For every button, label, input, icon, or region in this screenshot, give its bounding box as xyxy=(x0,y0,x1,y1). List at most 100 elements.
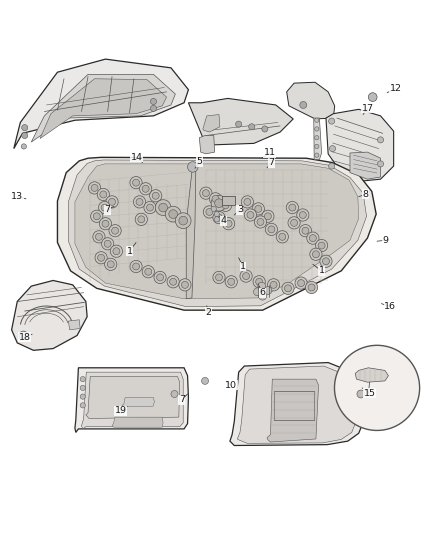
FancyBboxPatch shape xyxy=(223,196,235,205)
Polygon shape xyxy=(314,118,321,159)
Text: 13: 13 xyxy=(11,192,23,201)
Circle shape xyxy=(312,251,319,258)
Circle shape xyxy=(206,208,213,215)
Polygon shape xyxy=(31,75,175,142)
Text: 1: 1 xyxy=(240,262,246,271)
Circle shape xyxy=(368,93,377,101)
Polygon shape xyxy=(57,157,376,310)
Circle shape xyxy=(80,403,85,408)
Circle shape xyxy=(147,204,153,211)
Circle shape xyxy=(222,202,229,209)
Circle shape xyxy=(322,258,329,265)
Circle shape xyxy=(240,270,252,282)
Circle shape xyxy=(142,185,149,192)
Circle shape xyxy=(156,274,163,281)
Circle shape xyxy=(133,179,140,186)
Circle shape xyxy=(130,176,142,189)
Circle shape xyxy=(102,220,109,227)
Circle shape xyxy=(112,227,119,234)
Circle shape xyxy=(255,205,262,212)
Circle shape xyxy=(150,106,156,111)
Circle shape xyxy=(259,292,267,300)
Circle shape xyxy=(104,240,111,247)
Circle shape xyxy=(169,210,177,219)
Circle shape xyxy=(328,118,335,124)
Circle shape xyxy=(307,232,319,244)
Circle shape xyxy=(279,233,286,240)
Circle shape xyxy=(95,233,102,240)
Circle shape xyxy=(101,204,108,211)
Text: 17: 17 xyxy=(361,104,374,113)
Polygon shape xyxy=(86,376,180,418)
Text: 7: 7 xyxy=(105,205,111,214)
Circle shape xyxy=(138,216,145,223)
Circle shape xyxy=(314,153,319,157)
Circle shape xyxy=(179,279,191,291)
Polygon shape xyxy=(75,368,188,432)
Circle shape xyxy=(202,190,209,197)
Circle shape xyxy=(223,217,235,230)
Polygon shape xyxy=(68,160,367,306)
Polygon shape xyxy=(287,82,335,119)
Circle shape xyxy=(91,184,98,191)
Circle shape xyxy=(136,198,143,205)
Circle shape xyxy=(159,203,167,212)
Text: 9: 9 xyxy=(383,236,389,245)
Circle shape xyxy=(144,201,156,214)
Circle shape xyxy=(318,242,325,249)
Circle shape xyxy=(97,188,110,200)
Circle shape xyxy=(264,287,272,294)
Circle shape xyxy=(102,238,114,250)
Circle shape xyxy=(21,125,28,131)
Text: 18: 18 xyxy=(19,333,31,342)
Circle shape xyxy=(357,390,365,398)
Polygon shape xyxy=(12,280,87,350)
Circle shape xyxy=(295,277,307,289)
Polygon shape xyxy=(230,362,365,446)
Polygon shape xyxy=(203,115,220,132)
Polygon shape xyxy=(237,366,358,443)
Polygon shape xyxy=(68,320,80,330)
Circle shape xyxy=(140,183,152,195)
Circle shape xyxy=(302,227,309,234)
Circle shape xyxy=(152,192,159,199)
Circle shape xyxy=(262,210,274,222)
Circle shape xyxy=(285,285,291,292)
Circle shape xyxy=(244,198,251,205)
Text: 14: 14 xyxy=(131,153,143,162)
Circle shape xyxy=(170,278,177,285)
Text: 1: 1 xyxy=(318,266,325,276)
Polygon shape xyxy=(355,368,389,382)
Circle shape xyxy=(19,331,28,340)
Circle shape xyxy=(305,281,318,294)
Circle shape xyxy=(310,248,322,261)
Circle shape xyxy=(100,191,107,198)
Circle shape xyxy=(268,279,280,291)
Circle shape xyxy=(135,213,148,225)
Circle shape xyxy=(80,385,85,391)
Circle shape xyxy=(265,223,278,236)
Circle shape xyxy=(225,220,232,227)
Circle shape xyxy=(265,213,272,220)
Text: 7: 7 xyxy=(268,158,274,167)
Circle shape xyxy=(181,281,188,288)
Circle shape xyxy=(211,206,216,212)
Circle shape xyxy=(213,271,225,284)
Ellipse shape xyxy=(335,345,420,431)
Circle shape xyxy=(270,281,277,288)
Circle shape xyxy=(215,214,223,221)
Circle shape xyxy=(254,288,261,296)
Polygon shape xyxy=(14,59,188,149)
Circle shape xyxy=(98,254,105,261)
Circle shape xyxy=(80,394,85,399)
Polygon shape xyxy=(75,164,359,299)
Polygon shape xyxy=(267,379,318,442)
Circle shape xyxy=(133,263,140,270)
Circle shape xyxy=(256,278,263,285)
Text: 1: 1 xyxy=(127,247,132,256)
Polygon shape xyxy=(326,109,394,181)
Circle shape xyxy=(309,235,316,241)
Circle shape xyxy=(308,284,315,291)
Circle shape xyxy=(257,219,264,225)
Text: 3: 3 xyxy=(237,205,243,214)
